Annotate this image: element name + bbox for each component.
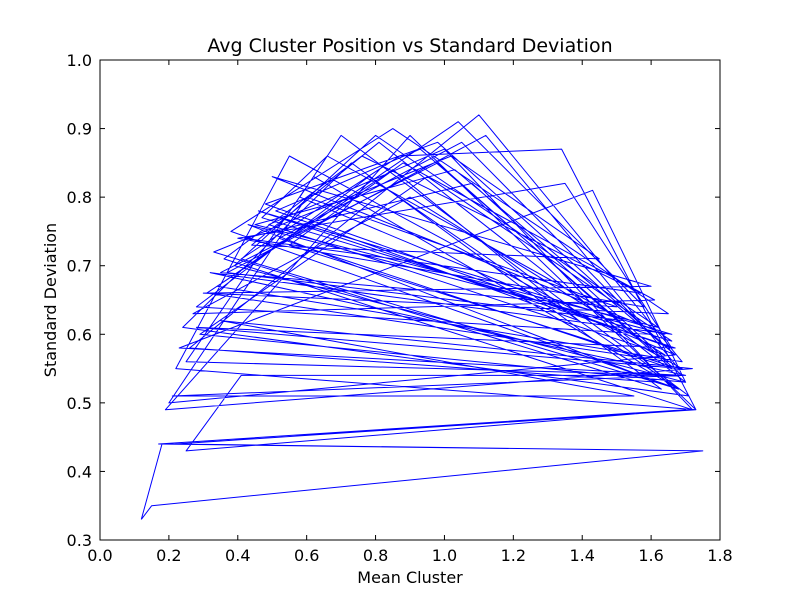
series-line-0 xyxy=(140,114,704,520)
x-tick-label: 0.2 xyxy=(156,546,181,565)
x-tick-label: 0.4 xyxy=(225,546,250,565)
y-tick-label: 0.8 xyxy=(67,188,92,207)
x-tick-label: 1.2 xyxy=(501,546,526,565)
y-axis-title: Standard Deviation xyxy=(41,223,60,377)
axes-frame xyxy=(99,59,721,541)
x-tick-label: 0.8 xyxy=(363,546,388,565)
y-tick-label: 1.0 xyxy=(67,51,92,70)
x-tick-label: 1.6 xyxy=(638,546,663,565)
x-tick-label: 0.6 xyxy=(294,546,319,565)
y-tick-label: 0.5 xyxy=(67,394,92,413)
y-tick-label: 0.3 xyxy=(67,531,92,550)
x-tick-label: 1.0 xyxy=(432,546,457,565)
x-axis-title: Mean Cluster xyxy=(357,568,463,587)
y-tick-label: 0.4 xyxy=(67,462,92,481)
x-tick-label: 0.0 xyxy=(87,546,112,565)
x-tick-label: 1.8 xyxy=(707,546,732,565)
y-axis: 0.3 0.4 0.5 0.6 0.7 0.8 0.9 1.0 xyxy=(67,51,720,550)
y-tick-label: 0.7 xyxy=(67,257,92,276)
chart-title: Avg Cluster Position vs Standard Deviati… xyxy=(207,35,612,57)
plot-area xyxy=(140,114,704,520)
x-tick-label: 1.4 xyxy=(569,546,594,565)
y-tick-label: 0.6 xyxy=(67,325,92,344)
y-tick-label: 0.9 xyxy=(67,120,92,139)
x-axis: 0.0 0.2 0.4 0.6 0.8 1.0 1.2 1.4 1.6 1.8 xyxy=(87,60,733,565)
